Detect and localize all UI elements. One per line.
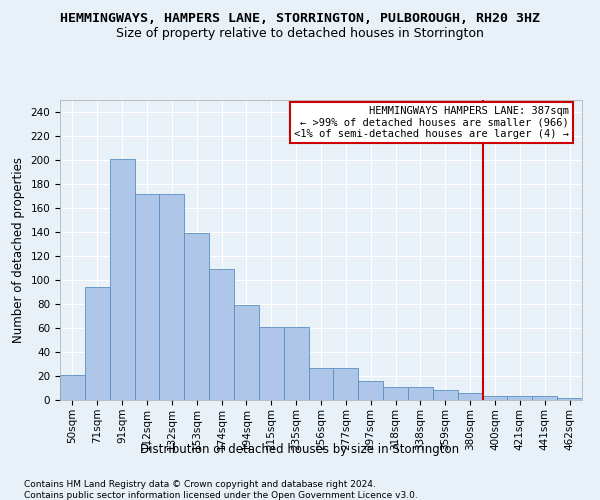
Bar [134, 194, 160, 400]
Bar [259, 327, 284, 400]
Bar [557, 398, 582, 400]
Bar [85, 287, 110, 400]
Bar [334, 368, 358, 400]
Bar [358, 381, 383, 400]
Bar [408, 387, 433, 400]
Bar [482, 396, 508, 400]
Bar [508, 396, 532, 400]
Bar [433, 390, 458, 400]
Bar [60, 375, 85, 400]
Text: HEMMINGWAYS HAMPERS LANE: 387sqm
← >99% of detached houses are smaller (966)
<1%: HEMMINGWAYS HAMPERS LANE: 387sqm ← >99% … [294, 106, 569, 139]
Text: Contains HM Land Registry data © Crown copyright and database right 2024.: Contains HM Land Registry data © Crown c… [24, 480, 376, 489]
Bar [209, 269, 234, 400]
Bar [532, 396, 557, 400]
Bar [110, 159, 134, 400]
Bar [308, 368, 334, 400]
Bar [160, 194, 184, 400]
Y-axis label: Number of detached properties: Number of detached properties [12, 157, 25, 343]
Bar [234, 305, 259, 400]
Text: Contains public sector information licensed under the Open Government Licence v3: Contains public sector information licen… [24, 491, 418, 500]
Bar [284, 327, 308, 400]
Bar [383, 387, 408, 400]
Text: HEMMINGWAYS, HAMPERS LANE, STORRINGTON, PULBOROUGH, RH20 3HZ: HEMMINGWAYS, HAMPERS LANE, STORRINGTON, … [60, 12, 540, 26]
Bar [458, 393, 482, 400]
Text: Distribution of detached houses by size in Storrington: Distribution of detached houses by size … [140, 442, 460, 456]
Text: Size of property relative to detached houses in Storrington: Size of property relative to detached ho… [116, 28, 484, 40]
Bar [184, 233, 209, 400]
